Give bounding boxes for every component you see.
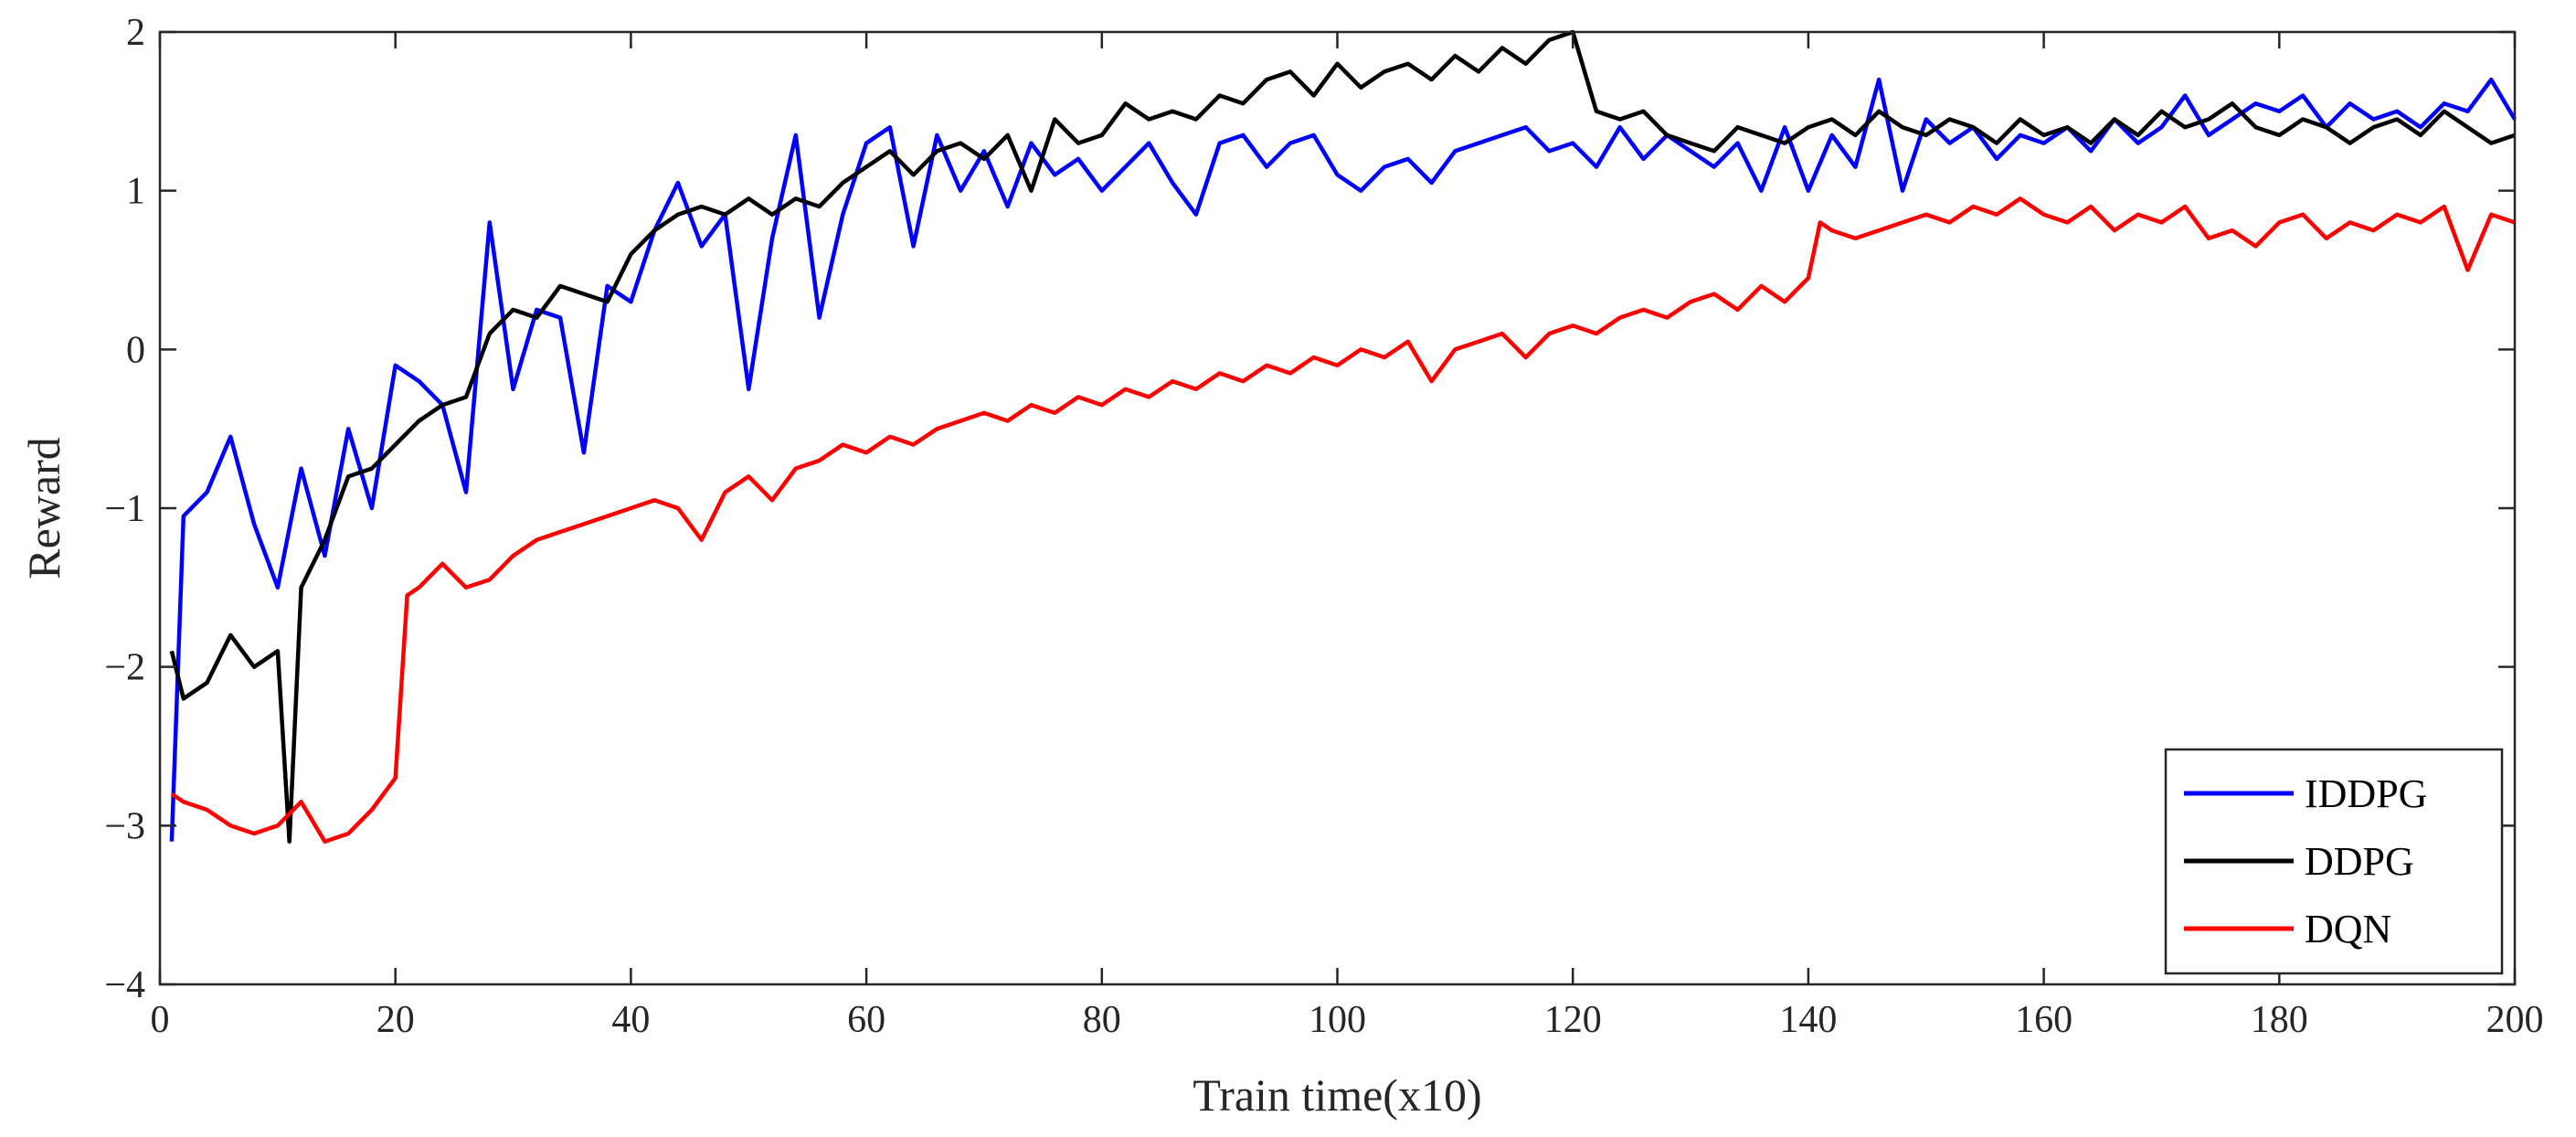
plot-area	[160, 32, 2515, 984]
legend-label-iddpg: IDDPG	[2305, 771, 2427, 816]
y-tick-label: −1	[104, 488, 145, 530]
x-tick-label: 100	[1309, 999, 1366, 1041]
series-line-ddpg	[169, 29, 2516, 844]
y-tick-label: 1	[126, 171, 145, 213]
x-tick-label: 160	[2015, 999, 2072, 1041]
legend-label-ddpg: DDPG	[2305, 839, 2414, 884]
y-axis-label: Reward	[18, 437, 69, 579]
series-layer	[169, 29, 2517, 844]
y-tick-label: −3	[104, 805, 145, 847]
x-tick-label: 60	[847, 999, 885, 1041]
y-tick-label: −2	[104, 647, 145, 689]
x-axis-label: Train time(x10)	[1193, 1069, 1481, 1121]
y-tick-label: −4	[104, 964, 145, 1006]
x-tick-label: 180	[2251, 999, 2308, 1041]
series-line-dqn	[170, 197, 2516, 844]
ticks-layer: 0 20 40 60 80 100 120 140 160 180 200 −4 −3 −2 −1 0 1 2	[104, 12, 2543, 1041]
series-line-iddpg	[169, 77, 2517, 842]
x-tick-label: 140	[1779, 999, 1837, 1041]
plot-background	[160, 32, 2515, 984]
y-tick-label: 0	[126, 329, 145, 371]
x-tick-label: 20	[376, 999, 415, 1041]
y-tick-label: 2	[126, 12, 145, 54]
x-tick-label: 40	[611, 999, 650, 1041]
legend-label-dqn: DQN	[2305, 907, 2391, 951]
legend: IDDPG DDPG DQN	[2164, 748, 2504, 975]
x-tick-label: 120	[1544, 999, 1602, 1041]
x-tick-label: 0	[151, 999, 170, 1041]
x-tick-label: 80	[1083, 999, 1121, 1041]
x-tick-label: 200	[2486, 999, 2544, 1041]
